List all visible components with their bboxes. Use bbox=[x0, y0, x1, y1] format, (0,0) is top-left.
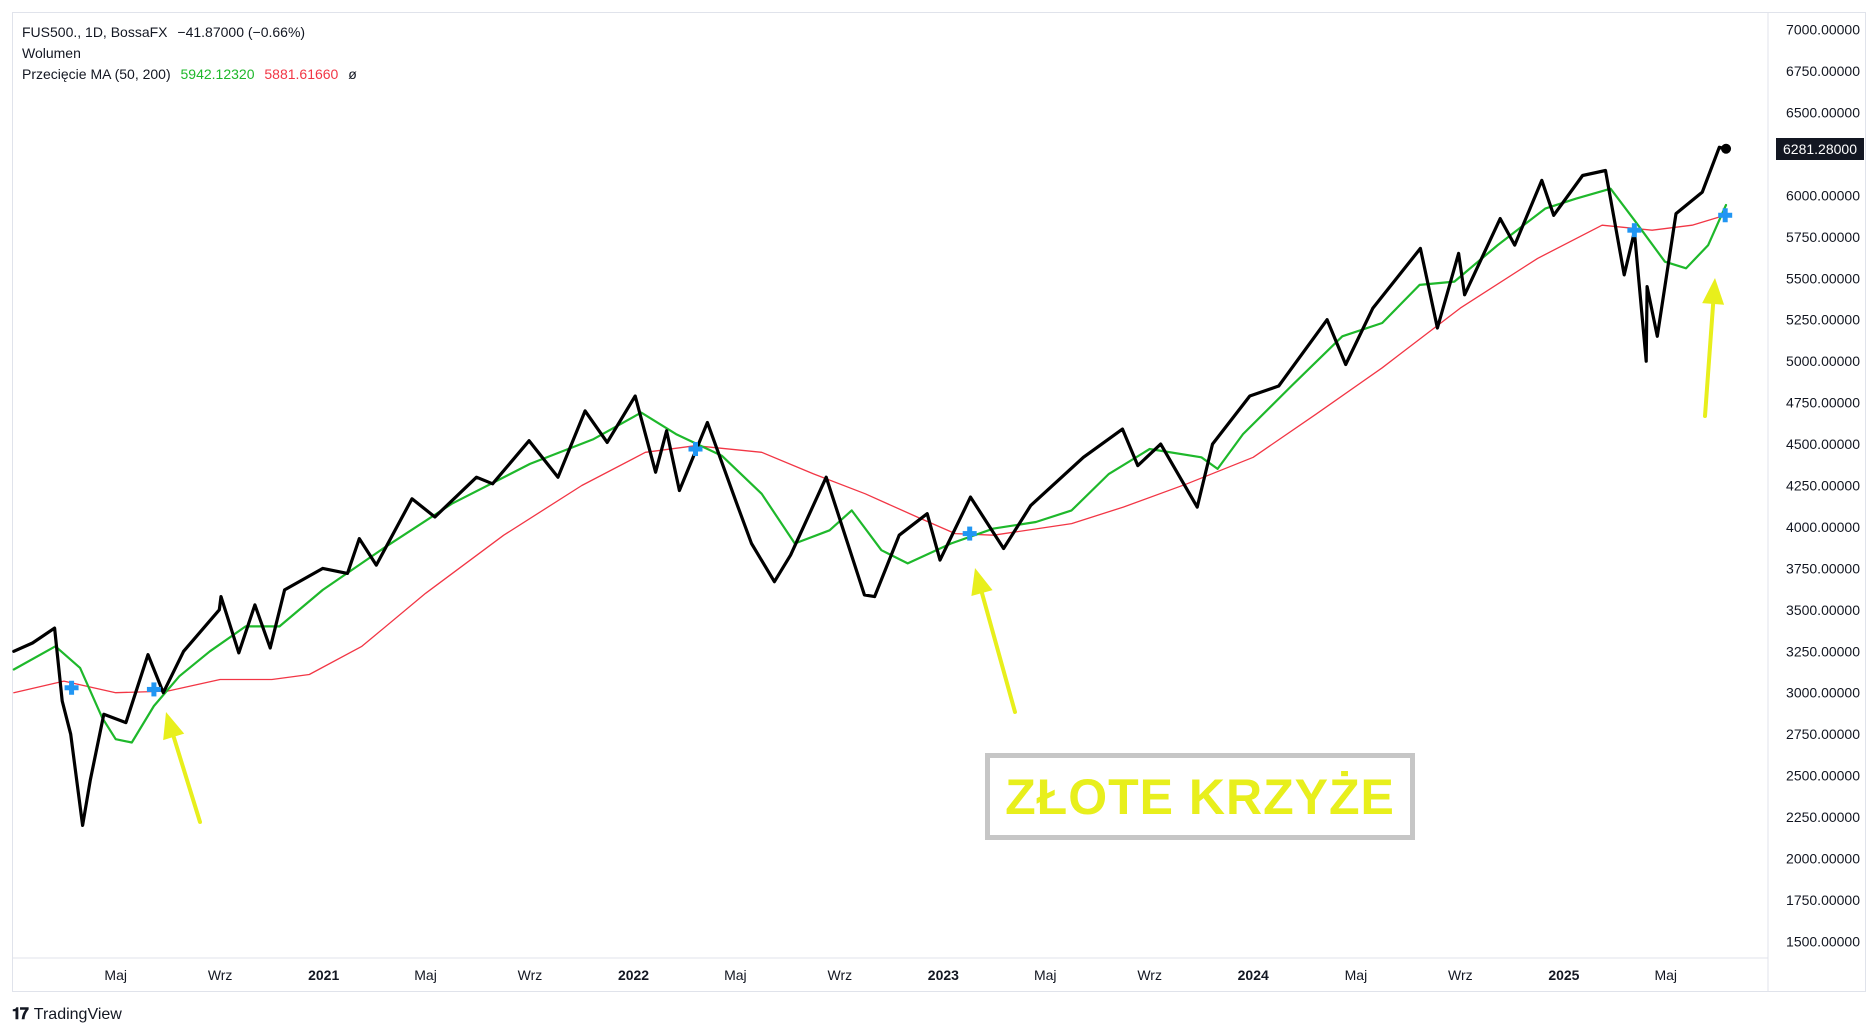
arrow-shaft bbox=[1703, 301, 1716, 418]
cross-bar-v bbox=[1722, 208, 1728, 223]
golden-cross-marker bbox=[688, 442, 703, 457]
arrow-shaft bbox=[979, 591, 1017, 714]
legend-ma-row[interactable]: Przecięcie MA (50, 200) 5942.12320 5881.… bbox=[22, 64, 363, 85]
series-line-price bbox=[12, 145, 1728, 828]
y-tick-label: 4000.00000 bbox=[1786, 519, 1860, 535]
arrow-layer bbox=[163, 278, 1725, 824]
y-tick-label: 5750.00000 bbox=[1786, 229, 1860, 245]
y-tick-label: 6000.00000 bbox=[1786, 187, 1860, 203]
x-tick-label: 2022 bbox=[618, 967, 649, 983]
y-tick-label: 3000.00000 bbox=[1786, 685, 1860, 701]
legend-symbol-row[interactable]: FUS500., 1D, BossaFX −41.87000 (−0.66%) bbox=[22, 22, 363, 43]
chart-frame bbox=[12, 12, 1866, 992]
change-label: −41.87000 (−0.66%) bbox=[177, 24, 306, 40]
x-tick-label: 2025 bbox=[1548, 967, 1579, 983]
y-tick-label: 2250.00000 bbox=[1786, 809, 1860, 825]
ma-label: Przecięcie MA (50, 200) bbox=[22, 66, 171, 82]
golden-cross-marker bbox=[64, 680, 79, 695]
footer: 𝟏𝟕 TradingView bbox=[12, 1006, 122, 1024]
y-tick-label: 4250.00000 bbox=[1786, 478, 1860, 494]
annotation-box: ZŁOTE KRZYŻE bbox=[985, 753, 1415, 840]
ma50-layer bbox=[12, 187, 1728, 744]
arrow-head bbox=[1702, 278, 1725, 305]
y-tick-label: 2500.00000 bbox=[1786, 768, 1860, 784]
ma200-value: 5881.61660 bbox=[264, 66, 339, 82]
arrow-shaft bbox=[171, 734, 202, 824]
y-tick-label: 5000.00000 bbox=[1786, 353, 1860, 369]
annotation-text: ZŁOTE KRZYŻE bbox=[1005, 768, 1395, 825]
y-tick-label: 6500.00000 bbox=[1786, 104, 1860, 120]
y-tick-label: 3250.00000 bbox=[1786, 643, 1860, 659]
legend-volume-row[interactable]: Wolumen bbox=[22, 43, 363, 64]
golden-cross-marker bbox=[146, 682, 161, 697]
x-tick-label: Wrz bbox=[518, 967, 543, 983]
golden-cross-marker bbox=[962, 526, 977, 541]
ma-symbol: ø bbox=[348, 66, 357, 82]
tradingview-logo-icon[interactable]: 𝟏𝟕 bbox=[12, 1006, 29, 1023]
x-tick-label: Wrz bbox=[827, 967, 852, 983]
series-line-ma50 bbox=[12, 187, 1728, 744]
x-tick-label: Wrz bbox=[1448, 967, 1473, 983]
ma200-layer bbox=[13, 214, 1727, 694]
x-tick-label: 2024 bbox=[1238, 967, 1269, 983]
axis-layer: 1500.00000 1750.00000 2000.00000 2250.00000… bbox=[12, 12, 1860, 992]
series-line-ma200 bbox=[13, 214, 1727, 694]
y-tick-label: 1750.00000 bbox=[1786, 892, 1860, 908]
cross-bar-v bbox=[69, 680, 75, 695]
symbol-label: FUS500., 1D, BossaFX bbox=[22, 24, 168, 40]
annotation-arrow bbox=[163, 712, 202, 824]
y-tick-label: 1500.00000 bbox=[1786, 933, 1860, 949]
last-price-dot bbox=[1721, 143, 1732, 154]
golden-cross-marker bbox=[1718, 208, 1733, 223]
brand-label[interactable]: TradingView bbox=[33, 1006, 122, 1023]
cross-bar-v bbox=[967, 526, 973, 541]
x-tick-label: Maj bbox=[104, 967, 127, 983]
arrow-head bbox=[971, 568, 993, 596]
x-tick-label: Maj bbox=[1034, 967, 1057, 983]
arrow-head bbox=[163, 712, 185, 741]
y-tick-label: 3500.00000 bbox=[1786, 602, 1860, 618]
marker-layer bbox=[64, 208, 1733, 697]
x-tick-label: 2021 bbox=[308, 967, 339, 983]
y-tick-label: 2000.00000 bbox=[1786, 851, 1860, 867]
volume-label: Wolumen bbox=[22, 45, 81, 61]
y-tick-label: 3750.00000 bbox=[1786, 560, 1860, 576]
cross-bar-v bbox=[1631, 223, 1637, 238]
golden-cross-marker bbox=[1627, 223, 1642, 238]
y-tick-label: 5250.00000 bbox=[1786, 312, 1860, 328]
price-layer bbox=[12, 143, 1732, 828]
x-tick-label: 2023 bbox=[928, 967, 959, 983]
x-tick-label: Wrz bbox=[1137, 967, 1162, 983]
x-tick-label: Wrz bbox=[208, 967, 233, 983]
y-tick-label: 5500.00000 bbox=[1786, 270, 1860, 286]
y-tick-label: 7000.00000 bbox=[1786, 22, 1860, 38]
y-tick-label: 4500.00000 bbox=[1786, 436, 1860, 452]
annotation-arrow bbox=[971, 568, 1017, 714]
y-tick-label: 4750.00000 bbox=[1786, 395, 1860, 411]
x-tick-label: Maj bbox=[1654, 967, 1677, 983]
x-tick-label: Maj bbox=[1345, 967, 1368, 983]
x-tick-label: Maj bbox=[414, 967, 437, 983]
chart-legend: FUS500., 1D, BossaFX −41.87000 (−0.66%) … bbox=[22, 22, 363, 85]
y-tick-label: 2750.00000 bbox=[1786, 726, 1860, 742]
last-price-badge: 6281.28000 bbox=[1776, 137, 1864, 160]
cross-bar-v bbox=[693, 442, 699, 457]
cross-bar-v bbox=[151, 682, 157, 697]
y-tick-label: 6750.00000 bbox=[1786, 63, 1860, 79]
ma50-value: 5942.12320 bbox=[180, 66, 255, 82]
annotation-arrow bbox=[1702, 278, 1725, 418]
x-tick-label: Maj bbox=[724, 967, 747, 983]
